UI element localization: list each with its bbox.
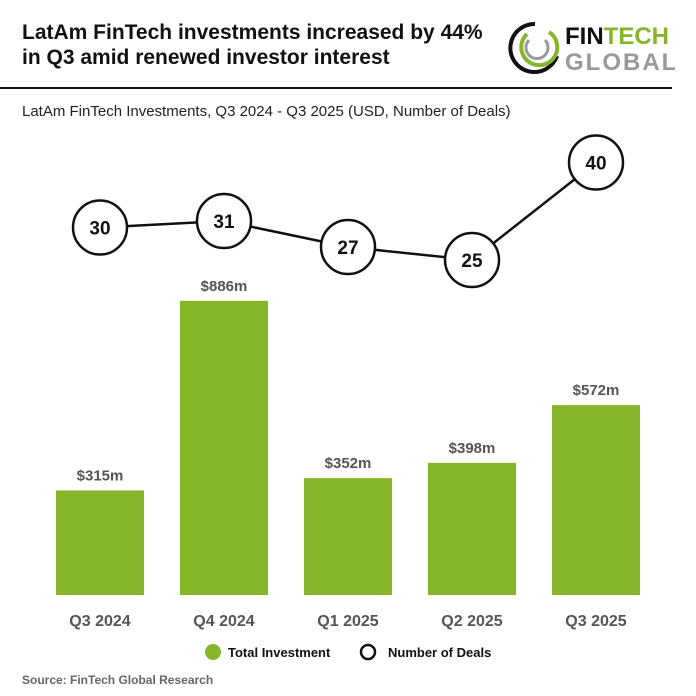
x-tick-label: Q1 2025	[317, 613, 378, 630]
legend-investment-swatch	[205, 644, 221, 660]
deals-point	[443, 231, 501, 289]
legend-investment-label: Total Investment	[228, 645, 331, 660]
bar-q2-2025	[428, 462, 516, 595]
deals-point	[319, 218, 377, 276]
deals-value-label: 25	[461, 251, 483, 272]
bar-value-label: $315m	[77, 467, 124, 484]
legend-deals-swatch	[359, 643, 377, 661]
header-divider	[0, 87, 672, 89]
source-note: Source: FinTech Global Research	[22, 673, 214, 687]
title-line-1: LatAm FinTech investments increased by 4…	[22, 21, 483, 44]
bar-value-label: $352m	[325, 455, 372, 472]
fintech-global-logo: FINTECH GLOBAL	[508, 21, 675, 76]
deals-point	[567, 134, 625, 191]
x-tick-label: Q4 2024	[193, 613, 254, 630]
bar-value-label: $398m	[449, 440, 496, 457]
bar-q3-2025	[552, 405, 640, 595]
bar-value-label: $886m	[201, 278, 248, 295]
svg-text:FINTECH: FINTECH	[565, 23, 669, 50]
bar-q3-2024	[56, 490, 144, 595]
x-tick-label: Q2 2025	[441, 613, 502, 630]
deals-value-label: 27	[337, 238, 358, 259]
x-tick-label: Q3 2024	[69, 613, 130, 630]
deals-value-label: 31	[213, 212, 235, 233]
deals-point	[195, 192, 253, 250]
deals-value-label: 40	[585, 154, 606, 175]
x-tick-label: Q3 2025	[565, 613, 626, 630]
bar-value-label: $572m	[573, 382, 620, 399]
chart-title: LatAm FinTech investments increased by 4…	[22, 20, 502, 70]
svg-text:GLOBAL: GLOBAL	[565, 49, 675, 76]
deals-value-label: 30	[89, 219, 110, 240]
bar-q1-2025	[304, 478, 392, 595]
legend-deals-label: Number of Deals	[388, 645, 491, 660]
title-line-2: in Q3 amid renewed investor interest	[22, 46, 390, 69]
deals-point	[71, 199, 129, 256]
bar-q4-2024	[180, 300, 268, 595]
chart-subtitle: LatAm FinTech Investments, Q3 2024 - Q3 …	[22, 103, 511, 120]
